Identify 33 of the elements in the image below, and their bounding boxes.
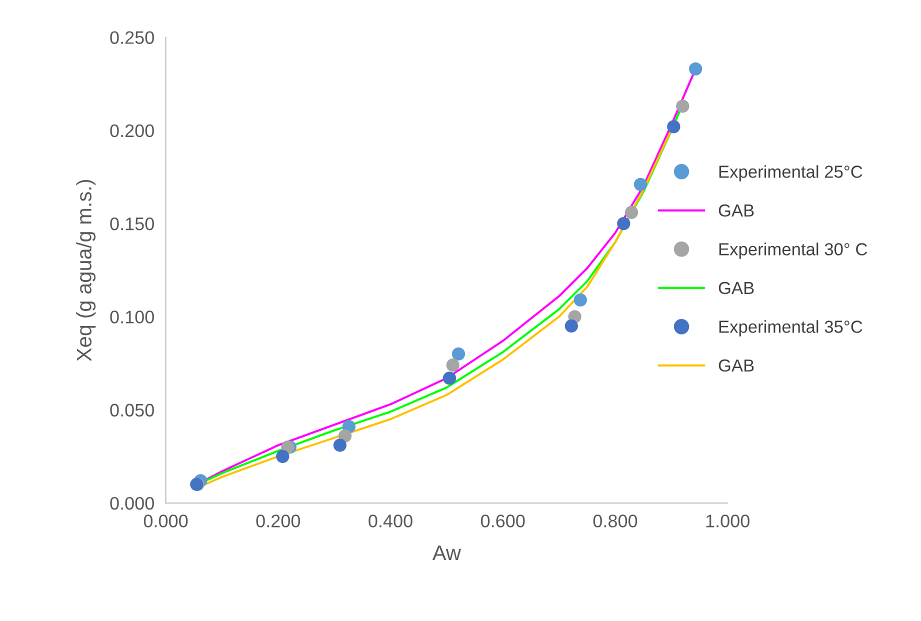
point xyxy=(442,372,456,385)
y-tick-label: 0.250 xyxy=(110,31,154,44)
point xyxy=(624,206,638,219)
point xyxy=(667,120,680,134)
point xyxy=(634,178,648,192)
point xyxy=(333,438,347,452)
y-tick-label: 0.050 xyxy=(110,404,154,417)
y-tick-label: 0.000 xyxy=(110,496,154,510)
y-tick-label: 0.100 xyxy=(110,310,154,324)
x-tick-label: 1.000 xyxy=(706,514,750,528)
point xyxy=(564,319,578,333)
point xyxy=(574,293,587,307)
x-tick-label: 0.200 xyxy=(256,514,300,528)
y-tick-label: 0.150 xyxy=(110,217,154,230)
x-tick-label: 0.600 xyxy=(480,514,525,528)
y-axis-title: Xeq (g agua/g m.s.) xyxy=(76,180,96,362)
legend-label: Experimental 30° C xyxy=(719,242,868,259)
point xyxy=(688,62,702,76)
point xyxy=(617,216,630,230)
x-axis-title: Aw xyxy=(432,546,462,560)
legend-label: GAB xyxy=(718,359,754,372)
y-tick-label: 0.200 xyxy=(110,124,154,138)
point xyxy=(676,100,690,113)
x-tick-label: 0.800 xyxy=(593,514,638,528)
legend-label: GAB xyxy=(718,204,754,217)
legend-label: GAB xyxy=(718,282,754,294)
legend-label: Experimental 35°C xyxy=(719,320,862,336)
point xyxy=(276,450,290,464)
point xyxy=(452,347,466,361)
legend-label: Experimental 25°C xyxy=(719,165,862,182)
point xyxy=(446,358,460,372)
x-tick-label: 0.000 xyxy=(144,514,188,528)
x-tick-label: 0.400 xyxy=(368,514,412,528)
